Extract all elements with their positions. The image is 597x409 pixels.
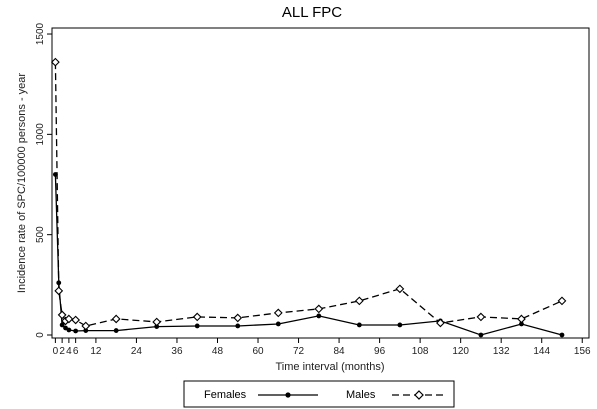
x-tick-label: 60 [252,346,264,357]
data-point-males [81,321,91,331]
data-point-females [559,332,565,338]
x-tick-label: 0 [53,346,59,357]
data-point-males [273,308,283,318]
x-tick-label: 2 [59,346,65,357]
data-point-females [194,323,200,329]
data-point-females [113,328,119,333]
y-tick-label: 0 [35,332,46,338]
y-tick-label: 1500 [35,22,46,45]
data-point-females [66,327,72,333]
y-axis-label: Incidence rate of SPC/100000 persons - y… [16,73,28,293]
x-tick-label: 120 [452,346,469,357]
data-point-males [436,318,445,328]
x-tick-label: 72 [293,346,305,357]
legend-label-females: Females [204,389,247,401]
x-tick-label: 24 [131,346,143,357]
x-axis: 0 2 4 6 12 24 36 48 60 72 84 96 108 120 132 144 156 [53,338,591,357]
x-tick-label: 36 [171,346,183,357]
legend-box [183,380,455,408]
legend-label-males: Males [346,389,376,401]
x-tick-label: 6 [73,346,79,357]
x-tick-label: 48 [212,346,224,357]
data-point-males [233,313,243,323]
data-point-males [111,314,121,324]
data-point-males [354,296,364,306]
data-point-females [154,324,160,329]
data-point-males [50,57,60,67]
x-tick-label: 144 [533,346,550,357]
legend-marker-males [414,390,424,400]
legend-marker-females [285,392,291,398]
x-tick-label: 156 [574,346,591,357]
data-point-males [395,284,405,294]
data-point-males [476,312,486,322]
data-point-females [275,321,281,327]
x-tick-label: 132 [493,346,510,357]
x-tick-label: 84 [334,346,346,357]
data-point-females [478,332,484,338]
data-point-females [519,321,524,327]
data-point-females [397,322,403,328]
data-point-males [64,314,74,324]
data-point-females [73,328,79,334]
x-tick-label: 12 [90,346,102,357]
x-axis-label: Time interval (months) [275,361,384,373]
data-point-males [152,317,162,327]
plot-frame [51,27,590,339]
data-point-females [235,323,241,329]
data-point-females [316,313,322,319]
data-point-males [517,314,526,324]
x-tick-label: 96 [374,346,386,357]
y-tick-label: 500 [35,226,46,243]
data-point-females [83,328,89,333]
y-tick-label: 1000 [35,123,46,146]
legend: Females Males [183,380,455,408]
y-axis: 0 500 1000 1500 [35,22,52,338]
data-point-males [192,312,202,322]
x-tick-label: 4 [66,346,72,357]
series-layer [50,57,567,338]
data-point-males [314,304,324,314]
data-point-females [356,322,362,328]
data-point-males [57,310,67,320]
data-point-males [557,296,567,306]
data-point-males [71,315,81,325]
data-point-males [54,286,64,296]
x-tick-label: 108 [412,346,429,357]
chart-title: ALL FPC [282,4,342,21]
data-point-females [59,322,65,328]
